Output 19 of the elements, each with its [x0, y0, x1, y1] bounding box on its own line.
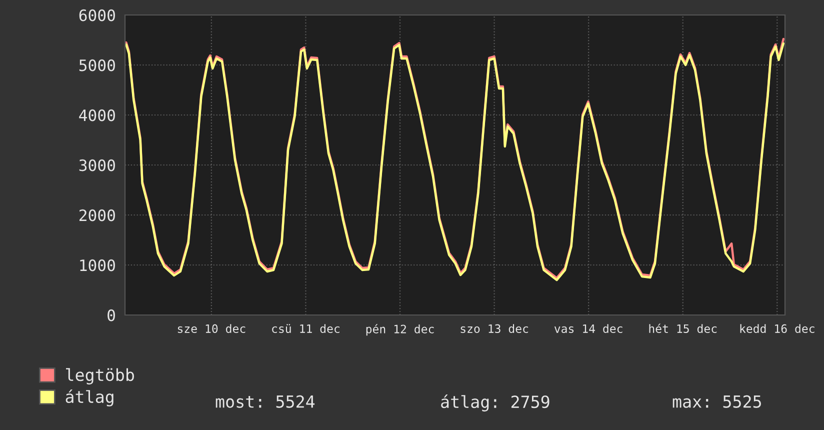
text: átlag: 2759: [441, 394, 550, 412]
legend-label: átlag: [66, 389, 114, 406]
y-tick-label: 0: [108, 309, 115, 322]
x-tick-label: csü 11 dec: [272, 324, 340, 334]
x-tick-label: vas 14 dec: [554, 324, 622, 334]
y-tick-label: 6000: [79, 9, 115, 22]
legend-label: legtöbb: [66, 368, 134, 384]
y-tick-label: 3000: [79, 159, 115, 172]
y-tick-label: 2000: [80, 209, 115, 222]
y-tick-label: 1000: [80, 259, 115, 272]
x-tick-label: hét 15 dec: [649, 324, 717, 334]
y-tick-label: 4000: [79, 109, 115, 122]
x-tick-label: szo 13 dec: [460, 324, 528, 334]
y-tick-label: 5000: [79, 59, 115, 72]
x-tick-label: pén 12 dec: [366, 324, 434, 336]
text: max: 5525: [672, 395, 761, 408]
x-tick-label: sze 10 dec: [178, 324, 246, 334]
text: most: 5524: [216, 395, 315, 408]
x-tick-label: kedd 16 dec: [740, 324, 814, 334]
